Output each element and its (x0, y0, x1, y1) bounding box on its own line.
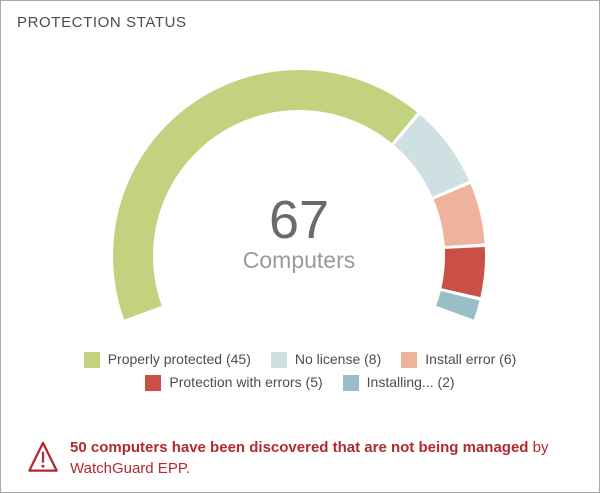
gauge-total-count: 67 (268, 190, 330, 250)
legend-item-install-error[interactable]: Install error (6) (401, 351, 516, 368)
legend-item-protection-with-errors[interactable]: Protection with errors (5) (145, 374, 323, 391)
warning-triangle-icon (28, 441, 58, 472)
legend-item-installing[interactable]: Installing... (2) (342, 374, 455, 391)
gauge-segment-properly-protected[interactable] (112, 69, 418, 320)
warning-message: 50 computers have been discovered that a… (70, 437, 575, 479)
legend-swatch-no-license (270, 351, 287, 368)
gauge-legend: Properly protected (45) No license (8) Ins… (1, 351, 599, 391)
legend-label: Properly protected (45) (107, 351, 251, 367)
gauge-segment-protection-with-errors[interactable] (441, 246, 485, 298)
legend-item-no-license[interactable]: No license (8) (270, 351, 382, 368)
legend-label: No license (8) (294, 351, 382, 367)
warning-message-line2: WatchGuard EPP. (70, 460, 191, 477)
gauge-segment-no-license[interactable] (393, 114, 470, 197)
legend-label: Protection with errors (5) (169, 374, 323, 390)
legend-label: Install error (6) (425, 351, 517, 367)
gauge-total-label: Computers (242, 247, 356, 273)
legend-swatch-install-error (401, 351, 418, 368)
legend-row: Protection with errors (5) Installing... … (145, 374, 455, 391)
legend-label: Installing... (2) (366, 374, 455, 390)
card-title: PROTECTION STATUS (17, 14, 187, 31)
warning-message-link[interactable]: 50 computers have been discovered that a… (70, 439, 529, 456)
legend-swatch-installing (342, 374, 359, 391)
gauge-segment-installing[interactable] (436, 291, 480, 320)
legend-swatch-protection-with-errors (145, 374, 162, 391)
legend-item-properly-protected[interactable]: Properly protected (45) (83, 351, 251, 368)
warning-message-tail: by (528, 439, 549, 456)
protection-gauge (112, 69, 485, 320)
legend-row: Properly protected (45) No license (8) Ins… (83, 351, 516, 368)
warning-message-line1: 50 computers have been discovered that a… (70, 439, 548, 456)
legend-swatch-properly-protected (83, 351, 100, 368)
gauge-segment-install-error[interactable] (433, 183, 485, 247)
